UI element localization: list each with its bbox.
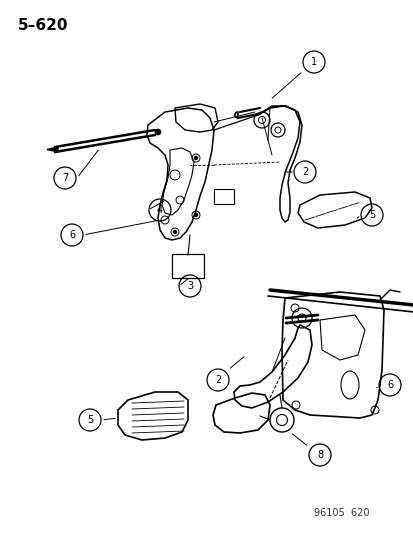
Text: 3: 3 xyxy=(187,281,192,291)
Circle shape xyxy=(173,230,176,233)
Circle shape xyxy=(194,157,197,159)
Polygon shape xyxy=(47,147,58,152)
Text: 8: 8 xyxy=(316,450,322,460)
Circle shape xyxy=(194,214,197,216)
Text: 6: 6 xyxy=(69,230,75,240)
Text: 7: 7 xyxy=(62,173,68,183)
Text: 5–620: 5–620 xyxy=(18,18,68,33)
Circle shape xyxy=(154,129,161,135)
Text: 96105  620: 96105 620 xyxy=(314,508,369,518)
Text: 2: 2 xyxy=(301,167,307,177)
Text: 5: 5 xyxy=(368,210,374,220)
Text: 2: 2 xyxy=(214,375,221,385)
Text: 4: 4 xyxy=(157,205,163,215)
Text: 6: 6 xyxy=(386,380,392,390)
Text: 5: 5 xyxy=(87,415,93,425)
Text: 1: 1 xyxy=(310,57,316,67)
